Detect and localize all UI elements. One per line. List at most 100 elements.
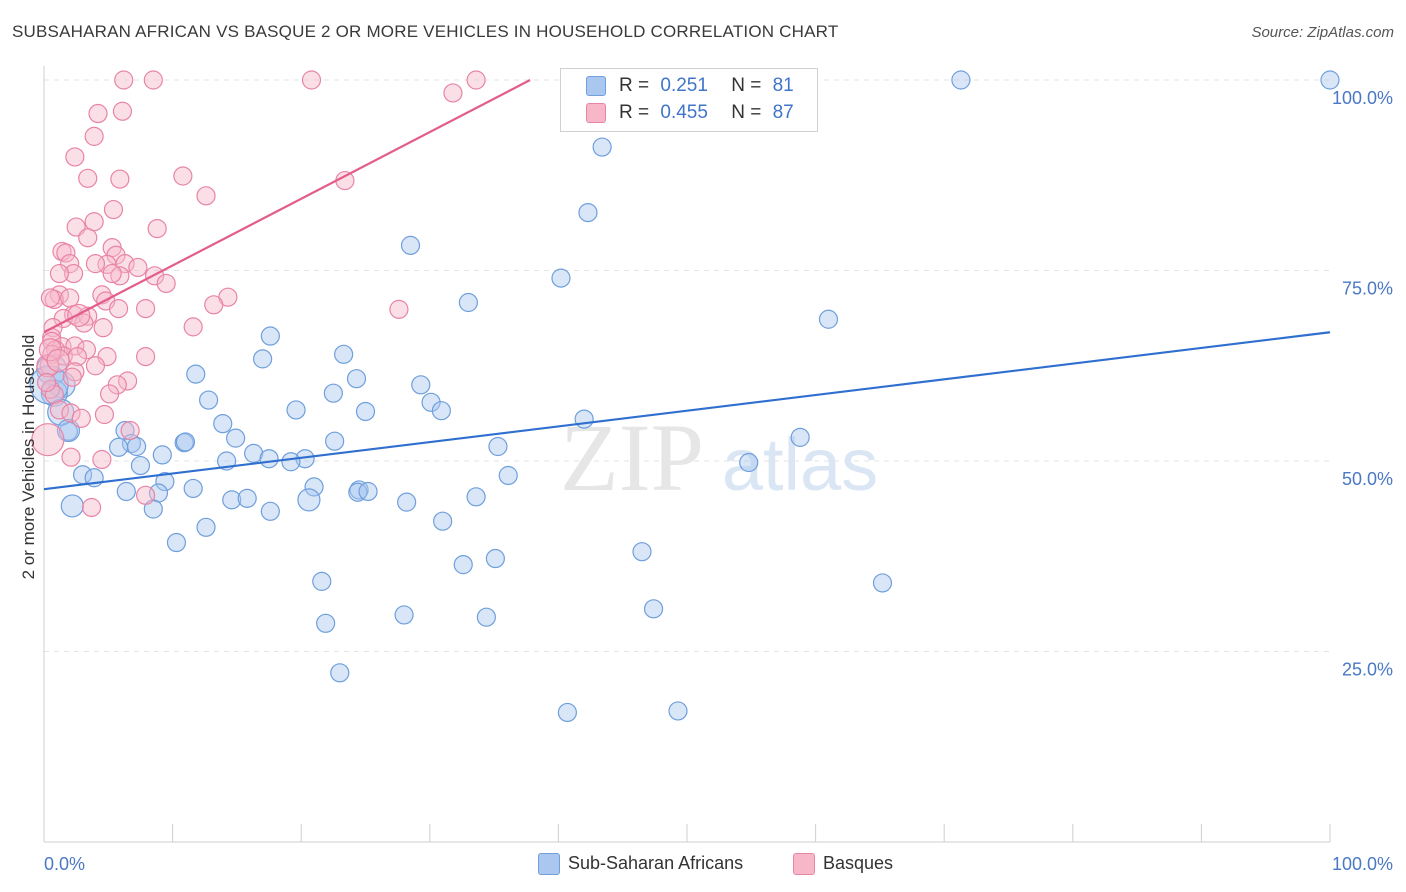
trend-line-subsaharan [43,331,1331,491]
point-subsaharan-70 [476,607,496,627]
point-subsaharan-54 [237,488,257,508]
point-basques-18 [78,228,98,248]
point-subsaharan-13 [411,375,431,395]
point-subsaharan-72 [330,663,350,683]
point-basques-75 [61,447,81,467]
point-subsaharan-21 [213,414,233,434]
point-subsaharan-24 [226,428,246,448]
point-basques-3 [466,70,486,90]
point-subsaharan-37 [259,449,279,469]
trend-line-basques [43,79,531,334]
source-label: Source: ZipAtlas.com [1251,24,1394,41]
point-subsaharan-19 [355,401,376,422]
r-label: R = [619,75,650,96]
point-subsaharan-65 [453,555,473,575]
point-subsaharan-3 [578,202,598,223]
point-subsaharan-15 [199,390,219,410]
point-basques-14 [103,199,124,220]
point-basques-84 [128,257,148,278]
point-subsaharan-9 [253,349,273,369]
swatch-basques [586,103,606,123]
tick-labels: 25.0% 50.0% 75.0% 100.0% 0.0% 100.0% [44,88,1393,874]
point-basques-60 [135,347,156,367]
point-basques-39 [204,295,224,315]
watermark: ZIP atlas [560,404,878,511]
watermark-atlas: atlas [722,423,878,506]
point-subsaharan-35 [152,445,172,465]
point-basques-62 [85,356,106,376]
point-subsaharan-53 [222,490,242,510]
point-subsaharan-1 [1320,70,1340,90]
point-subsaharan-47 [116,481,136,502]
point-subsaharan-25 [790,427,810,447]
point-basques-74 [120,420,140,441]
point-subsaharan-69 [394,605,414,625]
point-basques-21 [56,243,76,263]
point-subsaharan-4 [400,235,421,255]
swatch-subsaharan [586,76,606,96]
point-basques-35 [40,288,61,308]
point-basques-2 [301,70,322,90]
point-basques-76 [92,449,112,470]
point-subsaharan-6 [458,292,478,313]
point-basques-27 [49,263,70,284]
legend-item-subsaharan: Sub-Saharan Africans [538,852,778,876]
point-subsaharan-41 [498,465,518,486]
correlation-legend: R = 0.251 N = 81 R = 0.455 N = 87 [560,68,818,132]
point-basques-71 [61,403,81,423]
point-basques-8 [65,147,85,167]
point-subsaharan-40 [130,455,151,476]
point-basques-46 [74,313,94,333]
legend-label-basques: Basques [823,853,894,873]
point-subsaharan-73 [557,702,578,723]
n-label: N = [731,75,762,96]
point-subsaharan-12 [346,369,367,389]
n-value: 81 [772,75,794,96]
point-subsaharan-67 [872,573,893,593]
point-subsaharan-5 [551,268,571,288]
point-subsaharan-39 [739,452,759,473]
legend-swatch-subsaharan [538,853,560,875]
watermark-zip: ZIP [560,404,704,511]
point-basques-31 [102,263,122,284]
point-basques-9 [173,166,193,186]
point-subsaharan-74 [668,701,688,721]
point-subsaharan-60 [433,511,453,531]
point-basques-6 [112,101,133,121]
point-subsaharan-50 [348,482,368,502]
point-basques-28 [110,266,130,286]
point-subsaharan-20 [574,409,594,429]
point-subsaharan-8 [260,326,280,346]
point-basques-13 [196,186,216,206]
point-subsaharan-7 [818,309,839,329]
point-basques-1 [143,70,163,90]
point-basques-73 [71,408,91,428]
point-basques-68 [99,384,120,404]
point-subsaharan-2 [592,137,612,157]
point-subsaharan-64 [485,548,505,569]
legend-item-basques: Basques [793,852,933,876]
point-subsaharan-58 [60,494,84,518]
point-subsaharan-38 [281,452,301,472]
axes [43,66,1331,843]
point-subsaharan-63 [632,542,652,562]
point-subsaharan-52 [466,487,486,507]
point-subsaharan-62 [166,532,187,553]
point-subsaharan-31 [126,436,147,457]
point-subsaharan-68 [643,599,664,619]
r-value: 0.455 [660,102,708,123]
point-subsaharan-46 [304,477,324,497]
point-basques-7 [84,126,104,146]
y-tick-label-3: 100.0% [1332,88,1393,108]
point-basques-17 [147,218,167,239]
trend-lines [43,79,1331,491]
point-basques-49 [93,318,113,338]
point-basques-72 [94,404,115,425]
x-tick-label-0: 0.0% [44,854,85,874]
point-basques-82 [67,303,91,328]
point-subsaharan-61 [196,517,216,537]
point-basques-10 [78,168,98,188]
point-basques-85 [46,348,70,373]
point-subsaharan-28 [325,431,345,451]
